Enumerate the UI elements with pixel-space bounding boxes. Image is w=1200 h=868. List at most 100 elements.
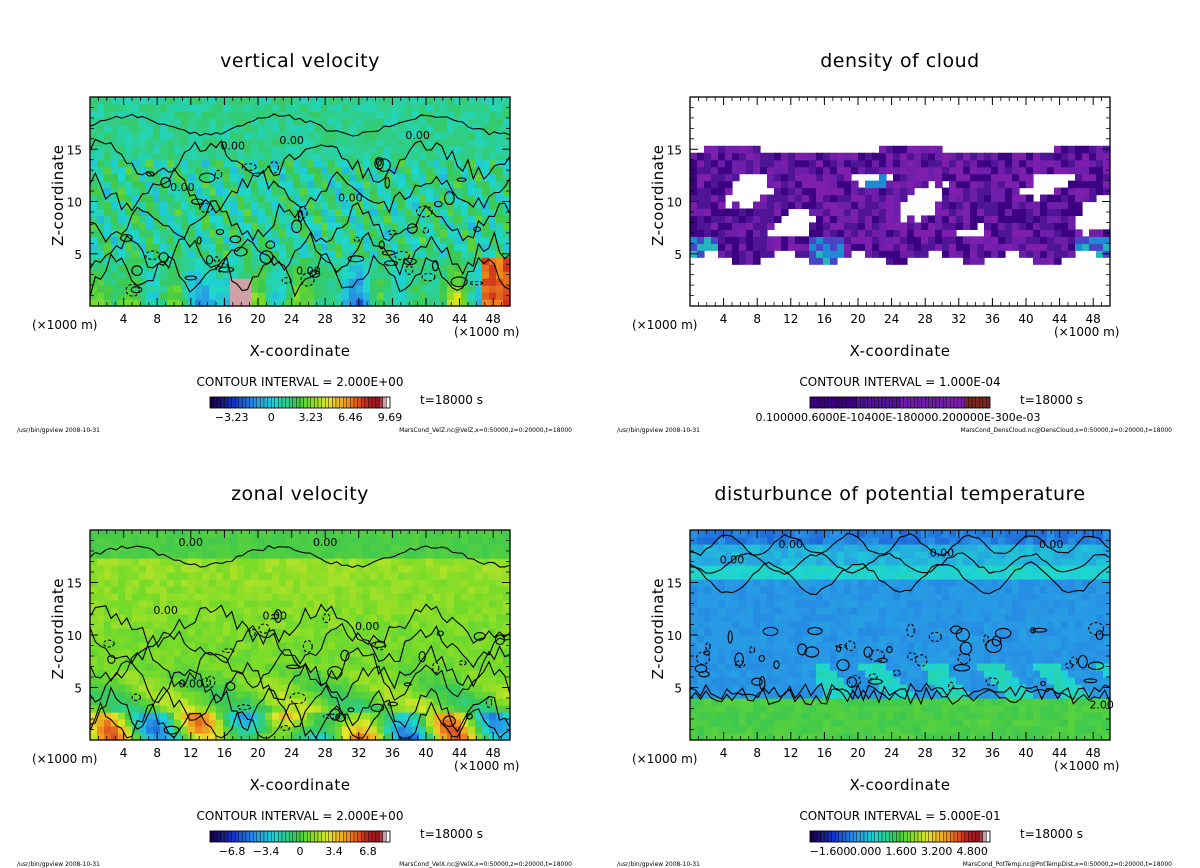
field-cell	[188, 159, 196, 168]
field-cell	[753, 159, 761, 168]
field-cell	[321, 628, 329, 636]
field-cell	[286, 621, 294, 629]
field-cell	[321, 278, 329, 286]
field-cell	[167, 110, 175, 119]
field-cell	[153, 537, 161, 545]
field-cell	[349, 117, 357, 126]
field-cell	[314, 586, 322, 594]
field-cell	[704, 236, 712, 244]
field-cell	[907, 152, 915, 161]
field-cell	[370, 180, 378, 189]
field-cell	[181, 208, 189, 217]
field-cell	[984, 180, 992, 189]
field-cell	[412, 530, 420, 538]
field-cell	[370, 691, 378, 699]
field-cell	[384, 138, 392, 147]
field-cell	[419, 278, 427, 286]
field-cell	[496, 229, 504, 237]
field-cell	[244, 733, 252, 741]
field-cell	[139, 530, 147, 538]
field-cell	[321, 537, 329, 545]
field-cell	[153, 551, 161, 559]
field-cell	[482, 607, 490, 615]
field-cell	[90, 201, 98, 210]
field-cell	[237, 222, 245, 230]
field-cell	[886, 215, 894, 223]
field-cell	[300, 600, 308, 608]
field-cell	[230, 705, 238, 713]
field-cell	[907, 215, 915, 223]
field-cell	[237, 271, 245, 279]
field-cell	[405, 97, 413, 105]
field-cell	[697, 159, 705, 168]
field-cell	[258, 117, 266, 126]
field-cell	[230, 201, 238, 210]
field-cell	[209, 145, 217, 154]
field-cell	[111, 537, 119, 545]
field-cell	[265, 97, 273, 105]
field-cell	[419, 586, 427, 594]
field-cell	[244, 663, 252, 671]
field-cell	[384, 719, 392, 727]
field-cell	[454, 684, 462, 692]
field-cell	[174, 264, 182, 272]
field-cell	[704, 152, 712, 161]
field-cell	[167, 159, 175, 168]
field-cell	[349, 194, 357, 203]
field-cell	[132, 558, 140, 566]
field-cell	[447, 264, 455, 272]
field-cell	[111, 705, 119, 713]
field-cell	[272, 138, 280, 147]
field-cell	[405, 649, 413, 657]
field-cell	[440, 117, 448, 126]
field-cell	[963, 152, 971, 161]
field-cell	[223, 677, 231, 685]
field-cell	[377, 222, 385, 230]
colorbar-swatch	[335, 396, 340, 409]
field-cell	[104, 558, 112, 566]
field-cell	[1019, 250, 1027, 258]
field-cell	[767, 194, 775, 203]
field-cell	[314, 159, 322, 168]
field-cell	[461, 243, 469, 251]
field-cell	[328, 145, 336, 154]
field-cell	[823, 152, 831, 161]
field-cell	[328, 159, 336, 168]
field-cell	[384, 278, 392, 286]
field-cell	[104, 138, 112, 147]
field-cell	[482, 537, 490, 545]
field-cell	[956, 187, 964, 196]
field-cell	[335, 537, 343, 545]
field-cell	[293, 600, 301, 608]
field-cell	[468, 222, 476, 230]
field-cell	[265, 285, 273, 293]
field-cell	[97, 152, 105, 161]
field-cell	[139, 145, 147, 154]
field-cell	[132, 537, 140, 545]
field-cell	[440, 656, 448, 664]
field-cell	[496, 607, 504, 615]
colorbar-swatch	[939, 396, 944, 409]
field-cell	[377, 635, 385, 643]
field-cell	[412, 544, 420, 552]
field-cell	[893, 229, 901, 237]
field-cell	[279, 558, 287, 566]
field-cell	[328, 208, 336, 217]
field-cell	[496, 733, 504, 741]
field-cell	[377, 257, 385, 265]
field-cell	[167, 642, 175, 650]
field-cell	[146, 656, 154, 664]
field-cell	[461, 712, 469, 720]
field-cell	[209, 663, 217, 671]
field-cell	[398, 656, 406, 664]
contour-cell	[340, 649, 350, 662]
field-cell	[391, 635, 399, 643]
field-cell	[405, 278, 413, 286]
field-cell	[991, 187, 999, 196]
field-cell	[202, 558, 210, 566]
field-cell	[725, 229, 733, 237]
field-cell	[328, 621, 336, 629]
field-cell	[475, 187, 483, 196]
field-cell	[160, 103, 168, 112]
field-cell	[370, 159, 378, 168]
